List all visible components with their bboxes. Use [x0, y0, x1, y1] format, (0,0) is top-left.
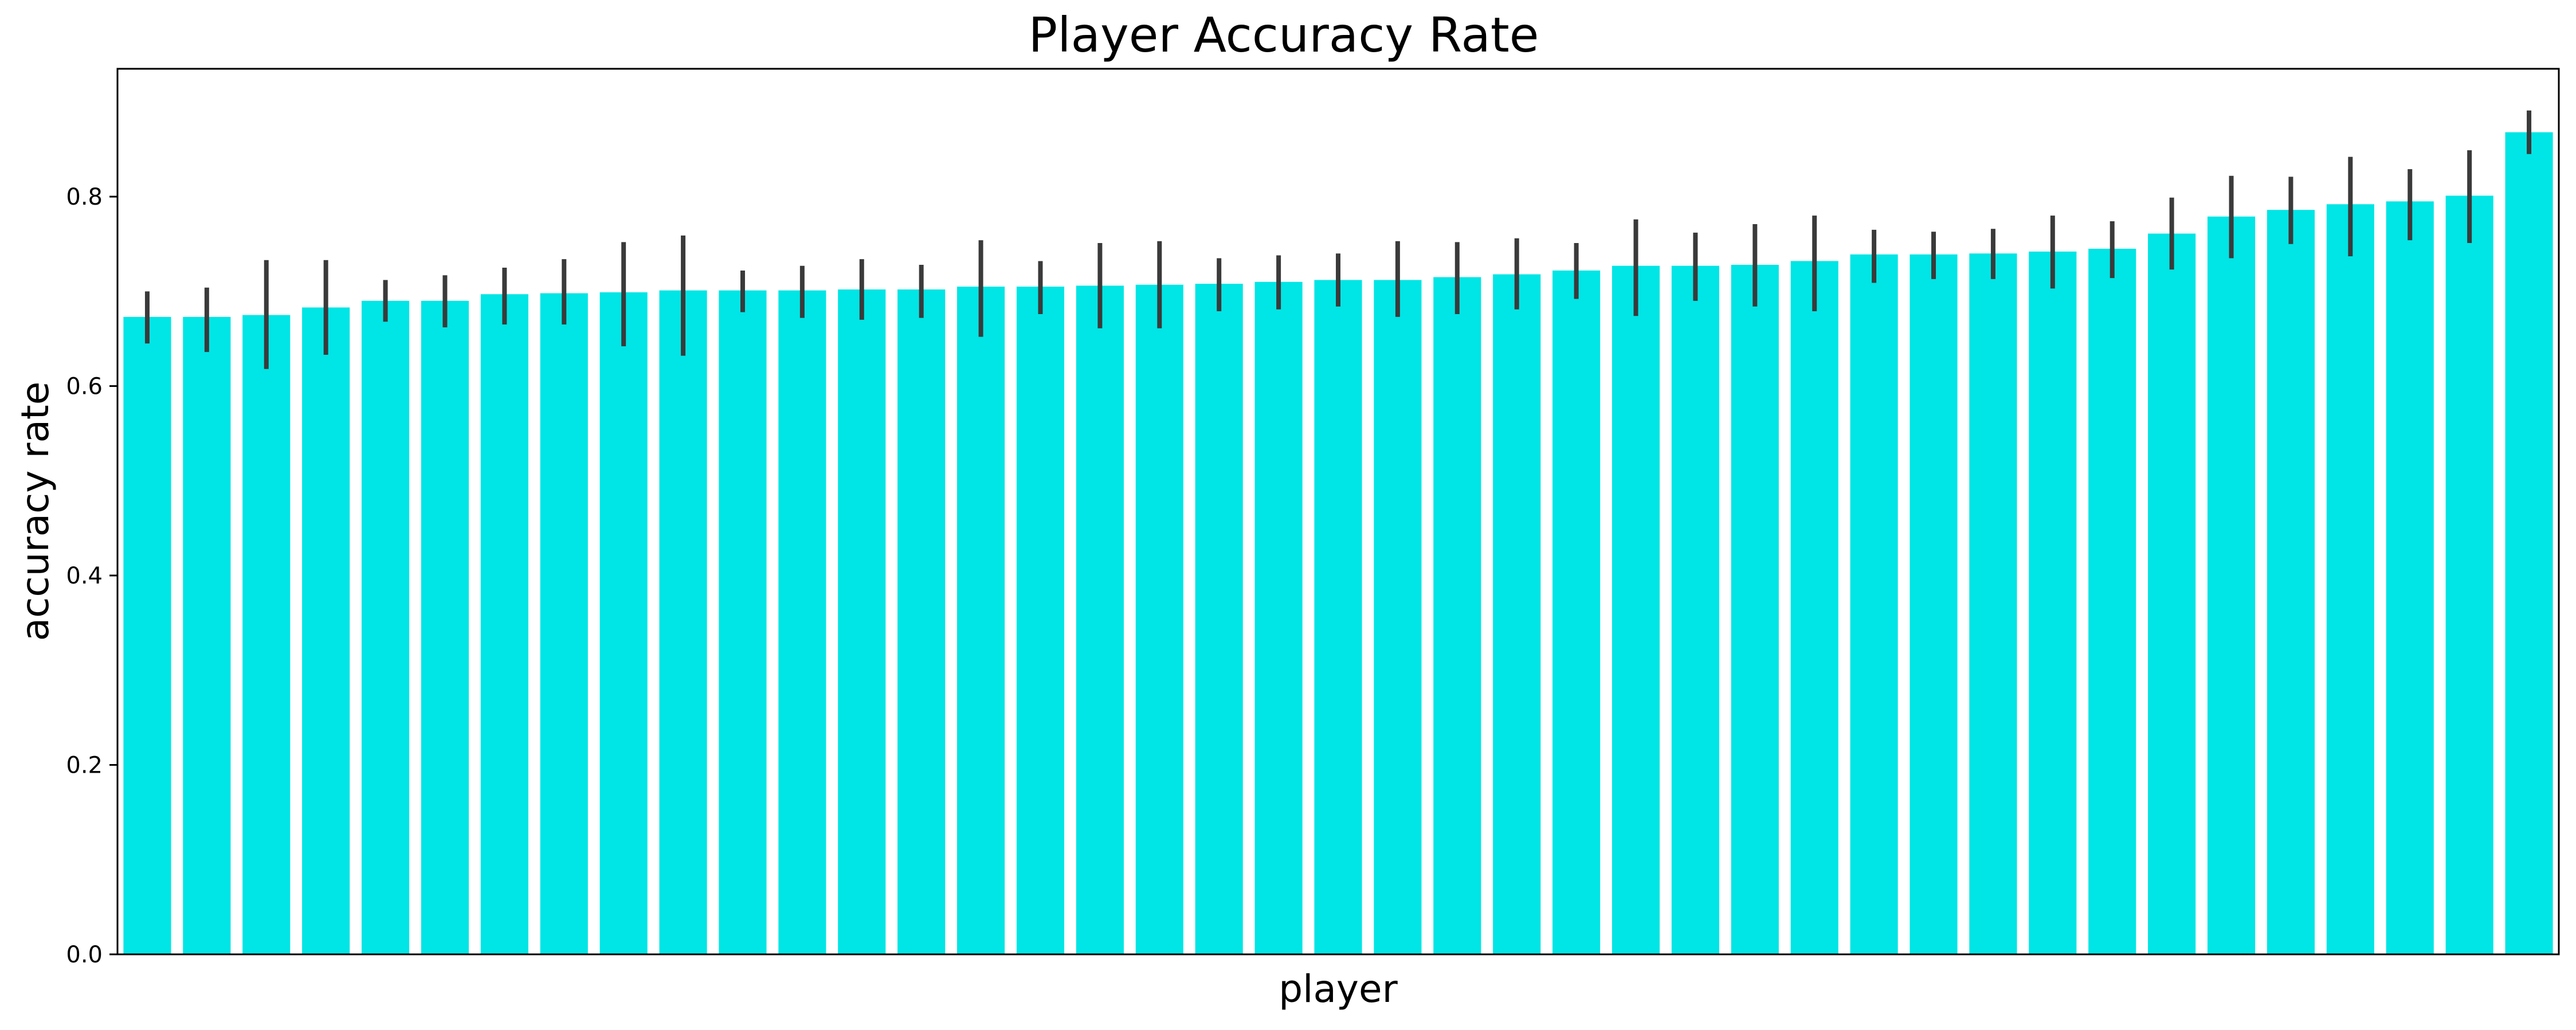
bar [1790, 261, 1838, 955]
bar [2148, 233, 2196, 954]
bar [1731, 265, 1779, 954]
bar [1910, 254, 1958, 954]
bar [2386, 201, 2434, 955]
bar [2267, 210, 2315, 955]
bar [1671, 265, 1719, 955]
bar [957, 287, 1005, 954]
bar [1195, 284, 1243, 955]
bar [2207, 216, 2256, 954]
x-axis-label: player [1279, 967, 1398, 1011]
y-tick-label: 0.0 [66, 942, 103, 968]
bar [897, 289, 946, 954]
bar [302, 307, 350, 955]
bar [242, 315, 291, 954]
bar [1254, 281, 1303, 954]
y-axis: 0.0 0.2 0.4 0.6 0.8 [66, 184, 117, 968]
bar [1969, 253, 2017, 955]
bar [599, 292, 648, 955]
bars-group [123, 132, 2553, 955]
bar [2029, 251, 2077, 954]
bar [778, 290, 826, 954]
bar [1016, 287, 1065, 954]
bar [2326, 204, 2374, 954]
bar [1433, 277, 1481, 954]
bar [1850, 254, 1898, 954]
bar [2505, 132, 2553, 955]
y-tick-label: 0.2 [66, 753, 103, 779]
bar [480, 294, 528, 954]
bar [123, 316, 171, 955]
bar [1552, 270, 1601, 955]
y-tick-label: 0.8 [66, 184, 103, 210]
bar [183, 316, 231, 955]
bar [1493, 274, 1541, 954]
bar [719, 290, 767, 954]
plot-frame [116, 68, 2560, 955]
chart-title: Player Accuracy Rate [1029, 7, 1539, 63]
bar [2445, 195, 2493, 954]
bar [1314, 280, 1362, 954]
bar [540, 293, 588, 954]
bar [659, 290, 707, 954]
y-tick-label: 0.6 [66, 374, 103, 400]
bar [1374, 280, 1422, 954]
bar [2088, 248, 2136, 955]
bar [1135, 284, 1183, 954]
bar [421, 300, 469, 954]
bar [1612, 265, 1660, 955]
bar [1076, 285, 1124, 954]
y-tick-label: 0.4 [66, 563, 103, 589]
bar [838, 289, 886, 954]
bar [362, 300, 410, 954]
errorbars-group [144, 110, 2532, 369]
y-axis-label: accuracy rate [13, 382, 57, 641]
